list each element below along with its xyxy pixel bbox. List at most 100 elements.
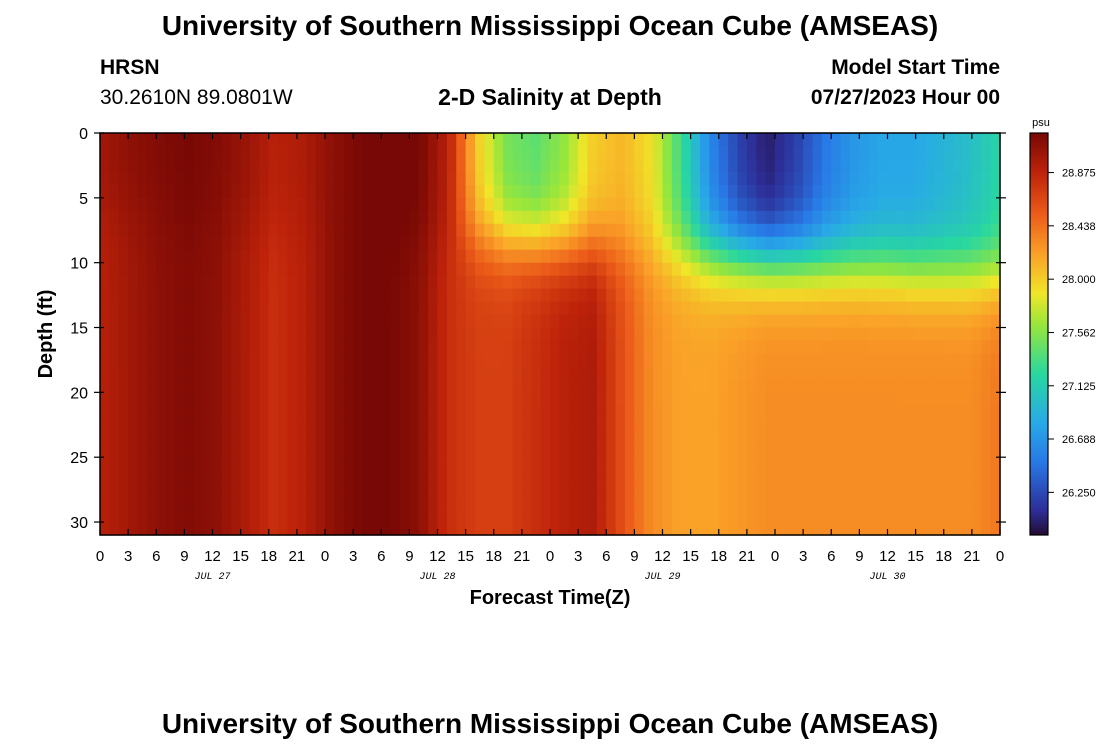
heatmap-cell (971, 392, 982, 406)
heatmap-cell (700, 509, 710, 523)
heatmap-cell (981, 457, 992, 471)
heatmap-cell (475, 236, 485, 251)
heatmap-cell (109, 275, 120, 290)
heatmap-cell (840, 158, 851, 173)
heatmap-cell (371, 509, 382, 523)
heatmap-cell (400, 470, 410, 484)
heatmap-cell (203, 171, 214, 186)
heatmap-cell (325, 470, 335, 484)
heatmap-cell (803, 288, 814, 303)
heatmap-cell (465, 223, 476, 238)
x-tick-label: 9 (630, 548, 638, 565)
heatmap-cell (334, 366, 345, 380)
heatmap-cell (568, 470, 579, 484)
heatmap-cell (559, 353, 570, 368)
heatmap-cell (812, 171, 823, 186)
heatmap-cell (109, 353, 120, 368)
heatmap-cell (934, 366, 945, 380)
heatmap-cell (306, 236, 317, 251)
heatmap-cell (437, 145, 448, 160)
heatmap-cell (925, 223, 935, 238)
heatmap-cell (746, 366, 757, 380)
heatmap-cell (250, 340, 260, 355)
heatmap-cell (418, 327, 429, 342)
heatmap-cell (362, 145, 373, 160)
heatmap-cell (568, 275, 579, 290)
heatmap-cell (943, 197, 954, 212)
heatmap-cell (878, 327, 889, 342)
heatmap-cell (775, 405, 785, 419)
heatmap-cell (409, 392, 420, 406)
heatmap-cell (203, 483, 214, 497)
heatmap-cell (962, 522, 973, 536)
heatmap-cell (418, 431, 429, 445)
colorbar-tick-label: 27.562 (1062, 328, 1096, 340)
heatmap-cell (625, 418, 635, 432)
heatmap-cell (446, 522, 457, 536)
heatmap-cell (278, 275, 289, 290)
heatmap-cell (287, 431, 298, 445)
heatmap-cell (371, 483, 382, 497)
heatmap-cell (718, 340, 729, 355)
heatmap-cell (728, 133, 739, 147)
heatmap-cell (137, 223, 148, 238)
heatmap-cell (390, 405, 401, 419)
heatmap-cell (409, 249, 420, 264)
heatmap-cell (671, 249, 682, 264)
heatmap-cell (596, 405, 607, 419)
heatmap-cell (212, 288, 223, 303)
heatmap-cell (821, 275, 832, 290)
heatmap-cell (568, 249, 579, 264)
heatmap-cell (540, 457, 551, 471)
heatmap-cell (268, 223, 279, 238)
heatmap-cell (418, 171, 429, 186)
heatmap-cell (193, 171, 204, 186)
heatmap-cell (943, 444, 954, 458)
heatmap-cell (315, 301, 326, 316)
heatmap-cell (953, 184, 964, 199)
heatmap-cell (887, 314, 898, 329)
heatmap-cell (418, 133, 429, 147)
heatmap-cell (606, 158, 617, 173)
heatmap-cell (400, 301, 410, 316)
heatmap-cell (718, 145, 729, 160)
heatmap-cell (512, 457, 523, 471)
heatmap-cell (175, 301, 185, 316)
heatmap-cell (287, 184, 298, 199)
heatmap-cell (390, 249, 401, 264)
heatmap-cell (156, 431, 167, 445)
heatmap-cell (156, 223, 167, 238)
heatmap-cell (221, 444, 232, 458)
heatmap-cell (878, 340, 889, 355)
heatmap-cell (550, 431, 560, 445)
heatmap-cell (690, 288, 701, 303)
heatmap-cell (671, 418, 682, 432)
heatmap-cell (250, 431, 260, 445)
heatmap-cell (353, 457, 364, 471)
heatmap-cell (165, 431, 176, 445)
heatmap-cell (400, 340, 410, 355)
heatmap-cell (850, 522, 860, 536)
heatmap-cell (925, 327, 935, 342)
heatmap-cell (240, 158, 251, 173)
heatmap-cell (400, 457, 410, 471)
heatmap-cell (981, 327, 992, 342)
heatmap-cell (109, 158, 120, 173)
heatmap-cell (371, 210, 382, 225)
heatmap-cell (428, 496, 439, 510)
heatmap-cell (437, 496, 448, 510)
heatmap-cell (896, 223, 907, 238)
heatmap-cell (381, 470, 392, 484)
heatmap-cell (906, 327, 917, 342)
heatmap-cell (268, 197, 279, 212)
heatmap-cell (118, 210, 129, 225)
heatmap-cell (625, 288, 635, 303)
heatmap-cell (325, 184, 335, 199)
heatmap-cell (634, 158, 645, 173)
heatmap-cell (681, 405, 692, 419)
heatmap-cell (887, 223, 898, 238)
heatmap-cell (231, 249, 242, 264)
heatmap-cell (315, 236, 326, 251)
heatmap-cell (465, 470, 476, 484)
heatmap-cell (325, 158, 335, 173)
